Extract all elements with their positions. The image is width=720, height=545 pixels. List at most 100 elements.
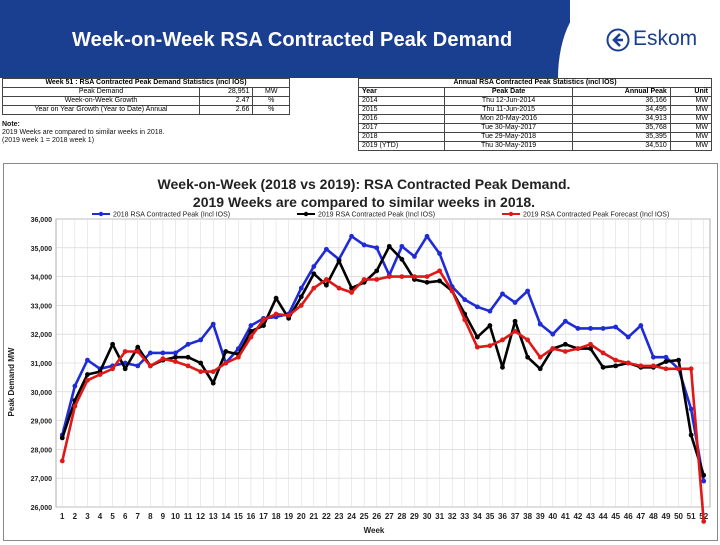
x-tick-label: 11 <box>184 512 193 521</box>
annual-peak-table: Annual RSA Contracted Peak Statistics (i… <box>357 78 713 151</box>
data-point <box>198 369 204 375</box>
data-point <box>676 366 681 372</box>
data-point <box>487 323 493 328</box>
data-point <box>500 337 505 343</box>
legend-marker <box>508 211 514 217</box>
x-tick-label: 27 <box>385 512 394 521</box>
title-bar <box>0 0 570 78</box>
x-tick-label: 15 <box>234 512 243 521</box>
y-tick-label: 31,000 <box>31 361 53 368</box>
y-tick-label: 35,000 <box>31 246 53 253</box>
data-point <box>173 350 178 356</box>
grid: 26,000 27,000 28,000 29,000 30,000 31,000 32,0… <box>31 217 711 521</box>
data-point <box>600 350 606 356</box>
y-tick-label: 33,000 <box>31 303 53 310</box>
x-tick-label: 34 <box>473 512 482 521</box>
x-tick-label: 20 <box>297 512 306 521</box>
data-point <box>462 317 468 323</box>
x-tick-label: 24 <box>347 512 356 521</box>
x-axis-label: Week <box>364 526 385 535</box>
x-tick-label: 48 <box>649 512 658 521</box>
data-point <box>374 245 380 251</box>
legend: 2018 RSA Contracted Peak (Incl IOS) 2019 … <box>92 212 669 219</box>
data-point <box>298 303 304 308</box>
data-point <box>85 357 90 363</box>
x-tick-label: 17 <box>259 512 268 521</box>
series-lines <box>59 233 707 524</box>
week-stats-table: Week 51 : RSA Contracted Peak Demand Sta… <box>2 78 290 115</box>
data-point <box>663 366 669 372</box>
table-row: Year on Year Growth (Year to Date) Annua… <box>2 105 290 115</box>
x-tick-label: 1 <box>60 512 65 521</box>
data-point <box>210 380 216 386</box>
data-point <box>688 366 694 372</box>
data-point <box>248 328 254 334</box>
data-point <box>349 285 354 291</box>
data-point <box>638 363 644 369</box>
data-point <box>500 291 505 297</box>
data-point <box>437 251 442 256</box>
data-point <box>437 278 442 284</box>
x-tick-label: 36 <box>498 512 507 521</box>
data-point <box>110 341 115 347</box>
x-tick-label: 46 <box>624 512 633 521</box>
data-point <box>676 357 681 363</box>
data-point <box>135 344 141 350</box>
data-point <box>651 354 656 360</box>
data-point <box>248 334 254 340</box>
data-point <box>663 359 669 364</box>
data-point <box>412 254 417 259</box>
data-point <box>311 271 317 277</box>
data-point <box>72 383 78 389</box>
table-row: Week-on-Week Growth 2.47 % <box>2 96 290 106</box>
data-point <box>512 328 518 334</box>
data-point <box>462 297 468 303</box>
data-point <box>286 313 292 318</box>
x-tick-label: 49 <box>662 512 671 521</box>
data-point <box>160 356 166 362</box>
series-line <box>61 235 705 482</box>
data-point <box>588 346 593 351</box>
data-point <box>248 323 254 328</box>
x-tick-label: 22 <box>322 512 331 521</box>
data-point <box>147 363 153 369</box>
x-tick-label: 16 <box>246 512 255 521</box>
data-point <box>613 324 619 330</box>
data-point <box>474 304 480 310</box>
x-tick-label: 30 <box>423 512 432 521</box>
table-row: Peak Demand 28,951 MW <box>2 87 290 97</box>
data-point <box>424 233 430 239</box>
series-line <box>61 245 705 476</box>
legend-label: 2018 RSA Contracted Peak (Incl IOS) <box>113 212 230 219</box>
x-tick-label: 40 <box>548 512 557 521</box>
x-tick-label: 7 <box>136 512 141 521</box>
data-point <box>512 318 518 324</box>
data-point <box>273 311 279 317</box>
data-point <box>474 334 480 340</box>
data-point <box>487 308 493 314</box>
x-tick-label: 33 <box>460 512 469 521</box>
x-tick-label: 51 <box>687 512 696 521</box>
table-row: 2019 (YTD) Thu 30-May-2019 34,510 MW <box>357 141 713 151</box>
data-point <box>324 282 329 288</box>
data-point <box>399 256 405 262</box>
data-point <box>198 360 204 366</box>
x-tick-label: 42 <box>573 512 582 521</box>
data-point <box>198 337 204 343</box>
y-tick-label: 36,000 <box>31 217 53 224</box>
x-tick-label: 2 <box>73 512 78 521</box>
data-point <box>235 354 241 360</box>
data-point <box>688 406 694 412</box>
data-point <box>512 300 518 305</box>
notes-line: (2019 week 1 = 2018 week 1) <box>2 137 95 144</box>
x-tick-label: 6 <box>123 512 128 521</box>
data-point <box>537 354 543 360</box>
y-tick-label: 26,000 <box>31 505 53 512</box>
slide-title: Week-on-Week RSA Contracted Peak Demand <box>72 29 513 51</box>
data-point <box>135 349 141 354</box>
data-point <box>701 472 707 478</box>
x-tick-label: 14 <box>221 512 230 521</box>
y-tick-label: 28,000 <box>31 447 53 454</box>
x-tick-label: 12 <box>196 512 205 521</box>
data-point <box>85 377 90 383</box>
